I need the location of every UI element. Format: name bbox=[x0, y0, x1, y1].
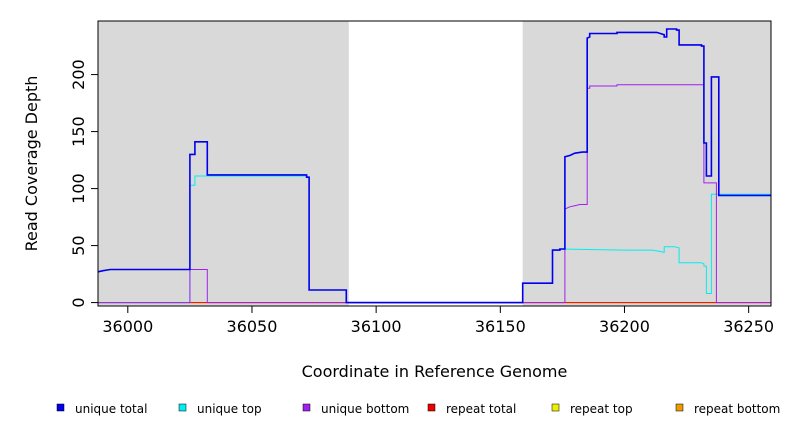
legend-swatch bbox=[551, 403, 560, 412]
x-axis-title: Coordinate in Reference Genome bbox=[302, 362, 568, 381]
x-tick-label: 36150 bbox=[475, 317, 526, 336]
y-tick-label: 150 bbox=[69, 116, 88, 147]
x-axis: 36000 36050 36100 36150 36200 36250 bbox=[102, 306, 774, 336]
legend-label: unique total bbox=[75, 402, 147, 416]
legend-swatch bbox=[302, 403, 311, 412]
legend-swatch bbox=[675, 403, 684, 412]
y-tick-label: 200 bbox=[69, 59, 88, 90]
shaded-region-2 bbox=[522, 21, 771, 306]
legend-swatch bbox=[178, 403, 187, 412]
legend-label: unique top bbox=[197, 402, 262, 416]
y-tick-label: 0 bbox=[69, 297, 88, 307]
legend-item-unique-total: unique total bbox=[56, 402, 147, 416]
y-tick-label: 100 bbox=[69, 173, 88, 204]
legend: unique total unique top unique bottom repea… bbox=[56, 402, 780, 416]
shaded-regions bbox=[98, 21, 771, 306]
shaded-region-1 bbox=[98, 21, 349, 306]
legend-label: repeat total bbox=[446, 402, 516, 416]
y-tick-label: 50 bbox=[69, 235, 88, 255]
legend-swatch bbox=[56, 403, 65, 412]
series-unique-total bbox=[97, 28, 771, 304]
plot-frame bbox=[97, 20, 772, 307]
legend-label: repeat top bbox=[570, 402, 633, 416]
legend-swatch bbox=[427, 403, 436, 412]
series-layer bbox=[97, 28, 771, 304]
legend-item-unique-bottom: unique bottom bbox=[302, 402, 409, 416]
legend-item-repeat-total: repeat total bbox=[427, 402, 516, 416]
legend-label: unique bottom bbox=[321, 402, 409, 416]
y-axis: 0 50 100 150 200 bbox=[69, 59, 98, 308]
legend-label: repeat bottom bbox=[694, 402, 780, 416]
legend-item-repeat-bottom: repeat bottom bbox=[675, 402, 780, 416]
x-tick-label: 36250 bbox=[723, 317, 774, 336]
x-tick-label: 36100 bbox=[351, 317, 402, 336]
y-axis-title: Read Coverage Depth bbox=[22, 76, 41, 252]
legend-item-repeat-top: repeat top bbox=[551, 402, 633, 416]
x-tick-label: 36000 bbox=[102, 317, 153, 336]
x-tick-label: 36200 bbox=[599, 317, 650, 336]
legend-item-unique-top: unique top bbox=[178, 402, 262, 416]
x-tick-label: 36050 bbox=[227, 317, 278, 336]
